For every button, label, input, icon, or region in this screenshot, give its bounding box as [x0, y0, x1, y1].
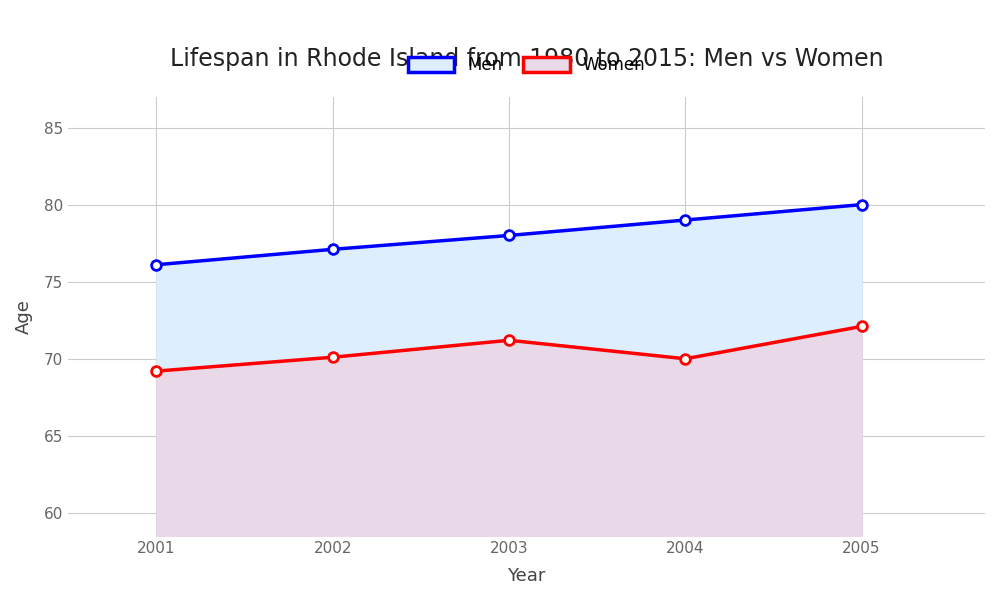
X-axis label: Year: Year — [507, 567, 546, 585]
Title: Lifespan in Rhode Island from 1980 to 2015: Men vs Women: Lifespan in Rhode Island from 1980 to 20… — [170, 47, 883, 71]
Y-axis label: Age: Age — [15, 299, 33, 334]
Legend: Men, Women: Men, Women — [399, 48, 654, 83]
